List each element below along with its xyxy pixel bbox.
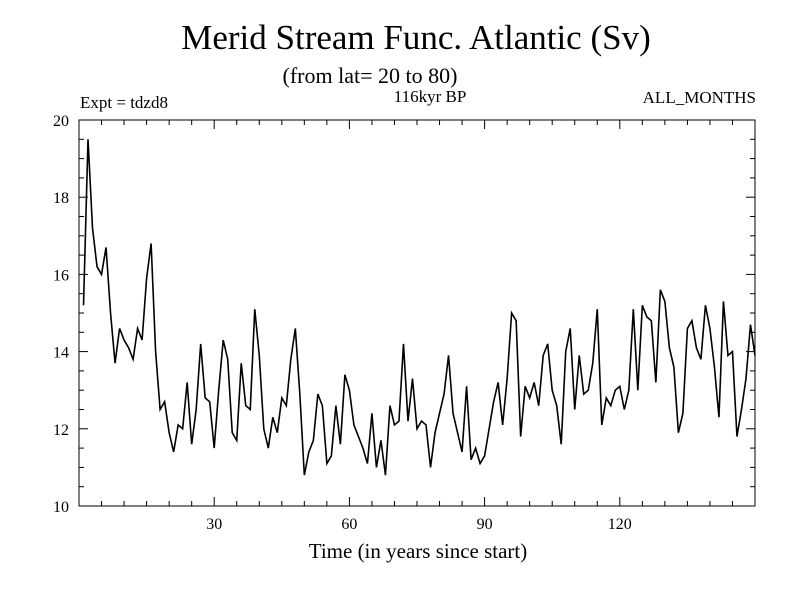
minor-ticks: [79, 120, 755, 506]
series-line: [82, 139, 756, 476]
y-tick-label: 12: [53, 422, 69, 439]
chart-subtitle: (from lat= 20 to 80): [283, 63, 458, 88]
y-tick-label: 20: [53, 113, 69, 130]
x-tick-label: 90: [477, 516, 493, 533]
y-tick-label: 18: [53, 190, 69, 207]
y-tick-label: 16: [53, 267, 69, 284]
x-tick-label: 120: [608, 516, 632, 533]
period-label: 116kyr BP: [394, 87, 467, 106]
experiment-label: Expt = tdzd8: [80, 93, 168, 112]
x-axis: 30 60 90 120: [206, 516, 632, 533]
chart-title: Merid Stream Func. Atlantic (Sv): [181, 18, 651, 57]
x-tick-label: 60: [341, 516, 357, 533]
x-axis-label: Time (in years since start): [309, 539, 528, 563]
y-tick-label: 14: [53, 345, 69, 362]
y-tick-label: 10: [53, 499, 69, 516]
months-label: ALL_MONTHS: [643, 88, 756, 107]
plot-frame: [78, 119, 756, 507]
x-tick-label: 30: [206, 516, 222, 533]
y-axis: 10 12 14 16 18 20: [53, 113, 69, 516]
